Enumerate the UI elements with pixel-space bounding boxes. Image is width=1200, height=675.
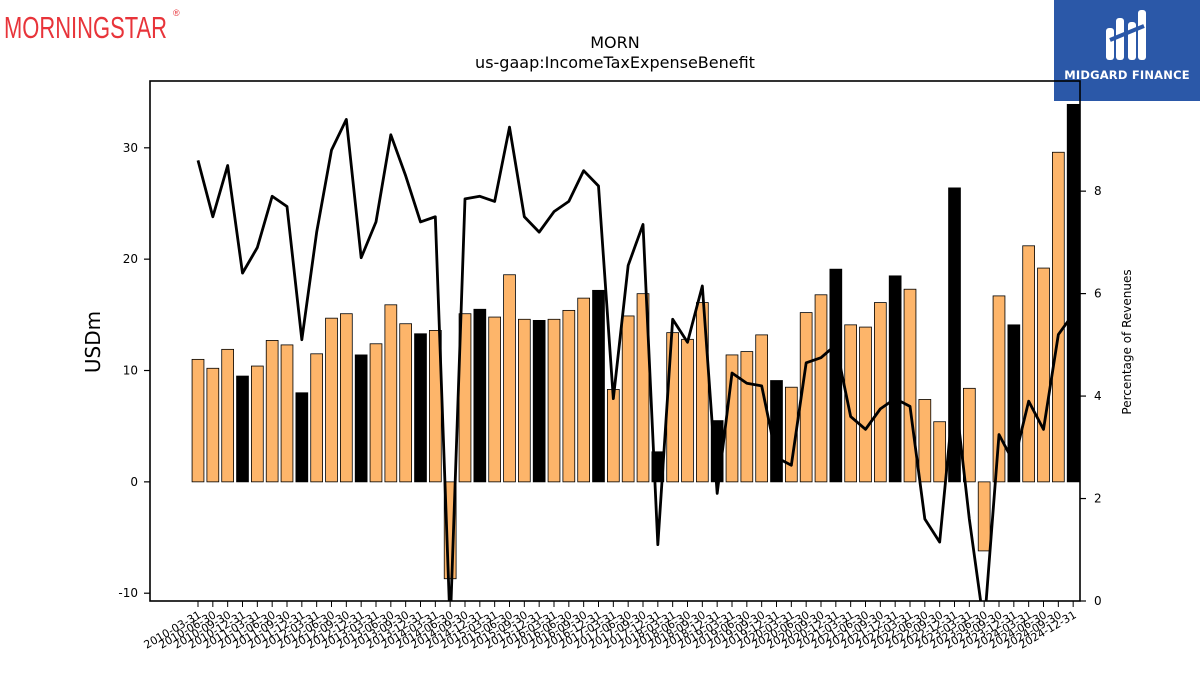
bar-2011-03-31 — [250, 365, 264, 483]
bar-2023-06-30 — [977, 481, 991, 552]
midgard-finance-logo: MIDGARD FINANCE — [1054, 0, 1200, 101]
bar-2016-09-30 — [577, 297, 590, 483]
bar-2011-09-30 — [280, 344, 294, 483]
plot-frame — [149, 80, 1081, 602]
bar-2023-12-31 — [1007, 324, 1021, 483]
bar-2013-06-30 — [384, 304, 398, 483]
bar-2017-06-30 — [621, 315, 635, 483]
bar-2016-03-31 — [547, 318, 561, 483]
bar-2024-09-30 — [1052, 151, 1065, 483]
bar-2024-12-31 — [1066, 103, 1080, 483]
bar-2020-12-31 — [829, 268, 843, 483]
y2-tick-label-0: 0 — [1094, 594, 1102, 608]
bar-2012-12-31 — [354, 354, 368, 483]
y2-tick-label-4: 4 — [1094, 389, 1102, 403]
chart-title: MORN — [590, 33, 639, 52]
bar-2010-12-31 — [236, 375, 249, 483]
y-tick-label-0: 0 — [130, 475, 138, 489]
bar-2021-09-30 — [874, 302, 887, 483]
bar-2023-03-31 — [963, 387, 976, 483]
bar-2022-03-31 — [903, 288, 917, 483]
bar-2010-03-31 — [191, 358, 205, 483]
y-tick-label-10: 10 — [123, 364, 138, 378]
morningstar-logo: MORNINGSTAR ® — [4, 2, 184, 46]
bar-2024-03-31 — [1022, 245, 1035, 483]
bar-2012-03-31 — [310, 353, 324, 483]
bar-2013-03-31 — [369, 343, 383, 483]
bar-2010-09-30 — [221, 348, 234, 483]
bar-2019-06-30 — [740, 351, 754, 483]
bar-2017-03-31 — [607, 389, 620, 483]
bar-2021-03-31 — [844, 324, 857, 483]
bar-2010-06-30 — [206, 367, 220, 483]
bar-2017-09-30 — [636, 293, 650, 483]
bar-2016-06-30 — [562, 309, 576, 483]
bar-2020-09-30 — [814, 294, 828, 483]
bar-2011-12-31 — [295, 392, 309, 483]
midgard-finance-name: MIDGARD FINANCE — [1064, 68, 1190, 82]
y-tick-label-20: 20 — [123, 252, 138, 266]
revenue-percentage-line — [196, 118, 1075, 601]
bar-2015-09-30 — [518, 318, 531, 483]
chart-subtitle: us-gaap:IncomeTaxExpenseBenefit — [475, 53, 755, 72]
y2-tick-label-2: 2 — [1094, 492, 1102, 506]
bar-2013-12-31 — [414, 333, 427, 483]
y-tick-label--10: -10 — [118, 586, 138, 600]
y2-tick-label-8: 8 — [1094, 184, 1102, 198]
morningstar-wordmark: MORNINGSTAR — [4, 10, 167, 45]
y2-tick-label-6: 6 — [1094, 287, 1102, 301]
registered-mark: ® — [173, 8, 180, 18]
bar-2015-03-31 — [488, 316, 502, 483]
bar-2018-03-31 — [666, 332, 679, 483]
y-axis-label: USDm — [81, 311, 105, 373]
bar-2016-12-31 — [592, 289, 605, 483]
bar-2012-09-30 — [339, 313, 353, 483]
bar-2022-12-31 — [948, 187, 961, 483]
bar-2023-09-30 — [992, 295, 1006, 483]
bar-2014-06-30 — [443, 481, 457, 580]
midgard-emblem-icon — [1106, 10, 1146, 60]
y2-axis-label: Percentage of Revenues — [1120, 269, 1134, 414]
bar-2018-06-30 — [681, 338, 694, 483]
y-tick-label-30: 30 — [123, 141, 138, 155]
bar-2022-06-30 — [918, 399, 932, 483]
bar-2021-12-31 — [888, 275, 902, 483]
bar-2014-12-31 — [473, 308, 487, 483]
bar-2015-12-31 — [532, 319, 546, 483]
bar-2013-09-30 — [399, 323, 413, 483]
bar-2012-06-30 — [325, 317, 338, 483]
bar-2011-06-30 — [265, 340, 279, 483]
bar-2022-09-30 — [933, 421, 946, 483]
bar-2020-03-31 — [785, 386, 798, 483]
bar-2024-06-30 — [1037, 267, 1050, 483]
bar-2015-06-30 — [503, 274, 516, 483]
bar-2021-06-30 — [859, 326, 872, 483]
